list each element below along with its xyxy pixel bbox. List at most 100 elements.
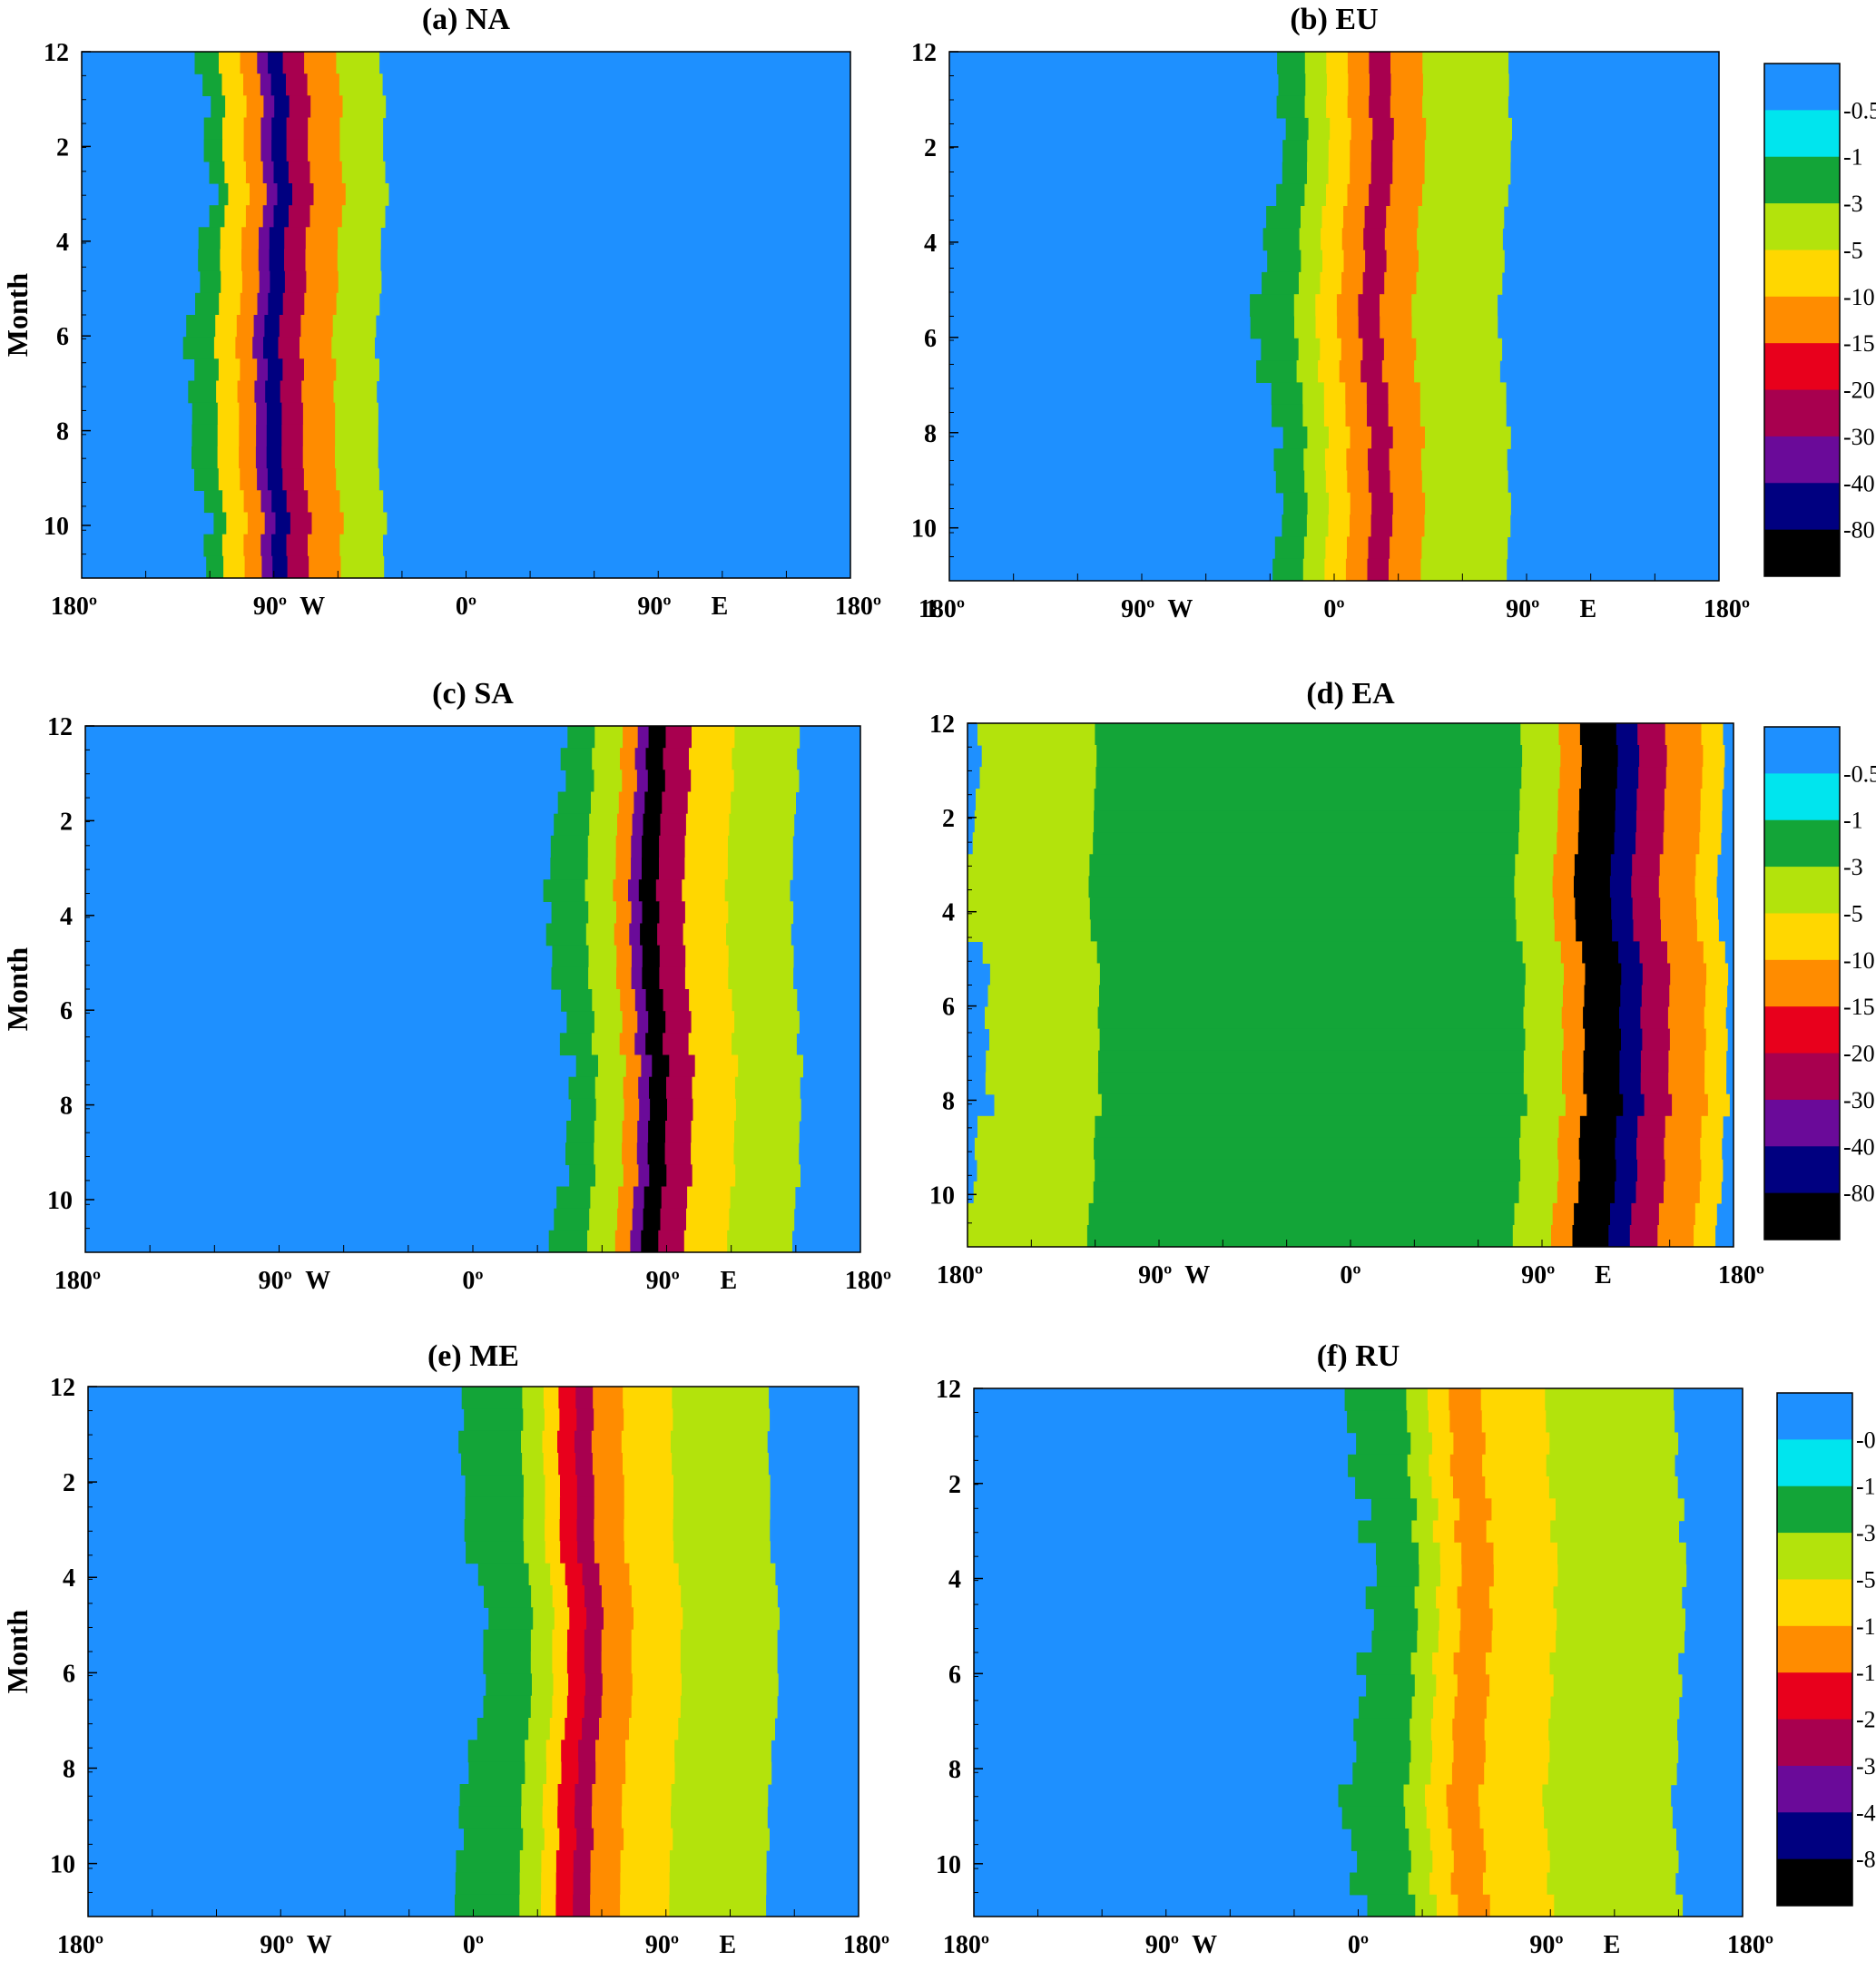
heatmap-cell [1296, 360, 1319, 383]
heatmap-cell [339, 139, 384, 162]
x-tick-label: 0º [1348, 1931, 1369, 1959]
heatmap-cell [260, 490, 272, 514]
heatmap-cell [1658, 1202, 1696, 1226]
heatmap-cell [250, 183, 268, 206]
heatmap-cell [1479, 1806, 1545, 1829]
colorbar-swatch [1764, 867, 1840, 914]
heatmap-cell [631, 901, 643, 925]
heatmap-cell [1640, 1050, 1669, 1074]
heatmap-cell [202, 74, 222, 96]
heatmap-cell [1512, 1225, 1552, 1247]
heatmap-cell [598, 1054, 627, 1078]
heatmap-cell [1583, 1050, 1621, 1074]
heatmap-cell [1482, 1872, 1548, 1896]
heatmap-cell [648, 1121, 666, 1143]
colorbar-label: -0.5 [1843, 760, 1876, 787]
heatmap-cell [660, 1208, 687, 1231]
heatmap-cell [302, 402, 336, 426]
heatmap-cell [727, 1230, 792, 1252]
heatmap-cell [671, 1430, 768, 1454]
colorbar-swatch [1764, 529, 1840, 577]
heatmap-cell [577, 1541, 595, 1564]
heatmap-cell [672, 1387, 770, 1409]
heatmap-cell [1525, 1028, 1565, 1052]
heatmap-cell [1665, 723, 1703, 746]
heatmap-cell [1367, 1894, 1416, 1917]
heatmap-cell [620, 748, 636, 770]
heatmap-cell [1519, 1137, 1558, 1161]
heatmap-cell [269, 249, 285, 272]
heatmap-cell [1321, 206, 1344, 229]
y-tick-label: 2 [948, 1471, 961, 1499]
heatmap-cell [559, 1408, 577, 1432]
heatmap-cell [617, 1208, 634, 1231]
heatmap-cell [621, 1806, 672, 1829]
colorbar-label: -30 [1843, 1087, 1875, 1113]
heatmap-cell [1304, 470, 1327, 494]
heatmap-cell [341, 161, 386, 184]
heatmap-cell [1422, 74, 1509, 97]
heatmap-cell [1578, 810, 1616, 833]
heatmap-cell [1306, 515, 1330, 537]
heatmap-cell [567, 1629, 585, 1652]
heatmap-cell [519, 1894, 542, 1917]
colorbar-swatch [1764, 483, 1840, 531]
heatmap-cell [629, 1563, 680, 1586]
heatmap-cell [240, 292, 259, 316]
heatmap-cell [673, 1828, 770, 1851]
heatmap-cell [1546, 1410, 1675, 1434]
heatmap-cell [1631, 1202, 1660, 1226]
heatmap-cell [544, 1408, 560, 1432]
heatmap-cell [1094, 810, 1520, 833]
heatmap-cell [243, 490, 261, 514]
colorbar-swatch [1777, 1625, 1852, 1673]
x-tick-label: 180º [1704, 595, 1750, 623]
heatmap-cell [601, 1652, 633, 1674]
heatmap-cell [625, 1054, 642, 1078]
heatmap-cell [309, 555, 342, 578]
heatmap-cell [1454, 1520, 1488, 1544]
heatmap-cell [1522, 745, 1561, 768]
heatmap-cell [1304, 95, 1327, 119]
heatmap-cell [620, 1894, 670, 1917]
x-tick-label: 180º [54, 1267, 101, 1295]
heatmap-cell [335, 446, 378, 469]
heatmap-cell [618, 791, 634, 815]
heatmap-cell [631, 1585, 682, 1608]
heatmap-cell [973, 1181, 1095, 1204]
x-tick-label: 180º [57, 1931, 103, 1959]
colorbar-swatch [1764, 1192, 1840, 1240]
heatmap-cell [692, 1076, 736, 1100]
heatmap-cell [1493, 1542, 1558, 1565]
heatmap-cell [1667, 941, 1704, 964]
heatmap-cell [305, 249, 339, 272]
heatmap-cell [523, 1408, 545, 1432]
heatmap-cell [643, 1208, 662, 1231]
heatmap-cell [1303, 448, 1326, 472]
heatmap-cell [1347, 470, 1370, 494]
heatmap-cell [1610, 1202, 1632, 1226]
heatmap-cell [1341, 228, 1364, 251]
heatmap-cell [559, 1519, 578, 1542]
heatmap-cell [280, 380, 302, 404]
heatmap-cell [272, 555, 289, 578]
y-tick-label: 10 [911, 515, 937, 544]
heatmap-cell [1388, 404, 1421, 427]
heatmap-cell [1623, 1093, 1645, 1117]
heatmap-cell [1618, 941, 1641, 964]
heatmap-cell [657, 923, 684, 946]
heatmap-cell [1414, 360, 1500, 383]
heatmap-cell [225, 95, 248, 119]
heatmap-cell [530, 1629, 554, 1652]
heatmap-cell [307, 74, 340, 96]
heatmap-cell [1635, 810, 1665, 833]
heatmap-cell [1637, 1115, 1666, 1139]
x-tick-label: 180º [835, 593, 881, 621]
heatmap-cell [1099, 1028, 1527, 1052]
heatmap-cell [1420, 448, 1508, 472]
heatmap-cell [1095, 1159, 1521, 1182]
heatmap-cell [458, 1430, 522, 1454]
heatmap-cell [1521, 767, 1561, 789]
heatmap-cell [1663, 832, 1701, 855]
